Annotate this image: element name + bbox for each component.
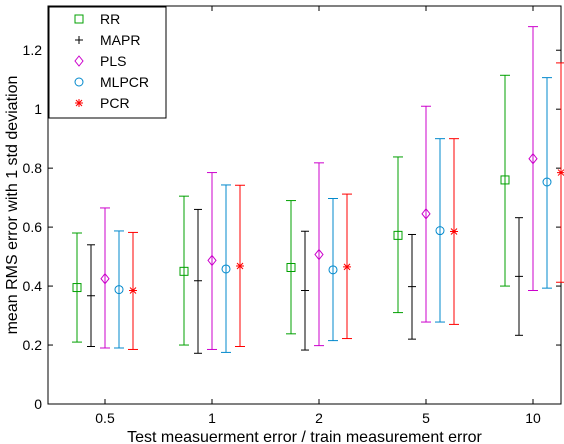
legend-marker-mapr xyxy=(75,36,83,44)
x-tick-label: 1 xyxy=(208,410,216,426)
legend-marker-mlpcr xyxy=(74,77,84,87)
pcr-point xyxy=(343,262,351,271)
pcr-point xyxy=(129,286,137,295)
pcr-point xyxy=(557,168,564,177)
mlpcr-point xyxy=(221,264,231,274)
legend-box xyxy=(48,6,167,119)
legend-label-pcr: PCR xyxy=(100,95,130,111)
x-axis-label: Test measuerment error / train measureme… xyxy=(127,429,482,444)
legend-marker-pcr xyxy=(75,99,83,107)
mapr-point xyxy=(515,272,523,281)
pls-point xyxy=(421,208,431,220)
pls-point xyxy=(314,248,324,261)
y-tick-label: 0.6 xyxy=(23,219,43,235)
y-axis-label: mean RMS error with 1 std deviation xyxy=(4,76,21,335)
x-tick-label: 2 xyxy=(315,410,323,426)
y-tick-label: 0.4 xyxy=(23,278,43,294)
legend-marker-pls xyxy=(74,55,84,67)
legend-label-pls: PLS xyxy=(100,53,126,69)
mapr-point xyxy=(408,282,416,291)
mlpcr-point xyxy=(435,226,445,236)
x-tick-label: 5 xyxy=(422,410,430,426)
legend-label-mapr: MAPR xyxy=(100,32,140,48)
pls-point xyxy=(528,152,538,165)
mlpcr-point xyxy=(542,177,552,187)
mlpcr-point xyxy=(114,285,124,295)
legend-label-rr: RR xyxy=(100,11,120,27)
pcr-point xyxy=(450,227,458,236)
mapr-point xyxy=(87,291,95,300)
x-tick-label: 10 xyxy=(525,410,541,426)
y-tick-label: 1 xyxy=(34,101,42,117)
plot-area: 0 0.2 0.4 0.6 0.8 1 1.2 0.5 1 2 5 10 RR MAPR PLS MLPCR P… xyxy=(23,5,564,426)
rr-point xyxy=(179,266,189,276)
y-tick-label: 1.2 xyxy=(23,42,43,58)
pls-point xyxy=(100,272,110,285)
mapr-point xyxy=(301,286,309,295)
mlpcr-point xyxy=(328,265,338,275)
legend-label-mlpcr: MLPCR xyxy=(100,74,149,90)
y-tick-label: 0.8 xyxy=(23,160,43,176)
mapr-point xyxy=(194,276,202,285)
pcr-point xyxy=(236,262,244,271)
y-tick-label: 0.2 xyxy=(23,337,43,353)
rr-point xyxy=(72,283,82,293)
x-tick-label: 0.5 xyxy=(95,410,115,426)
y-tick-label: 0 xyxy=(34,396,42,412)
pls-point xyxy=(207,254,217,267)
rr-point xyxy=(393,230,403,240)
rr-point xyxy=(286,263,296,273)
rr-point xyxy=(500,175,510,185)
legend-marker-rr xyxy=(74,14,84,24)
